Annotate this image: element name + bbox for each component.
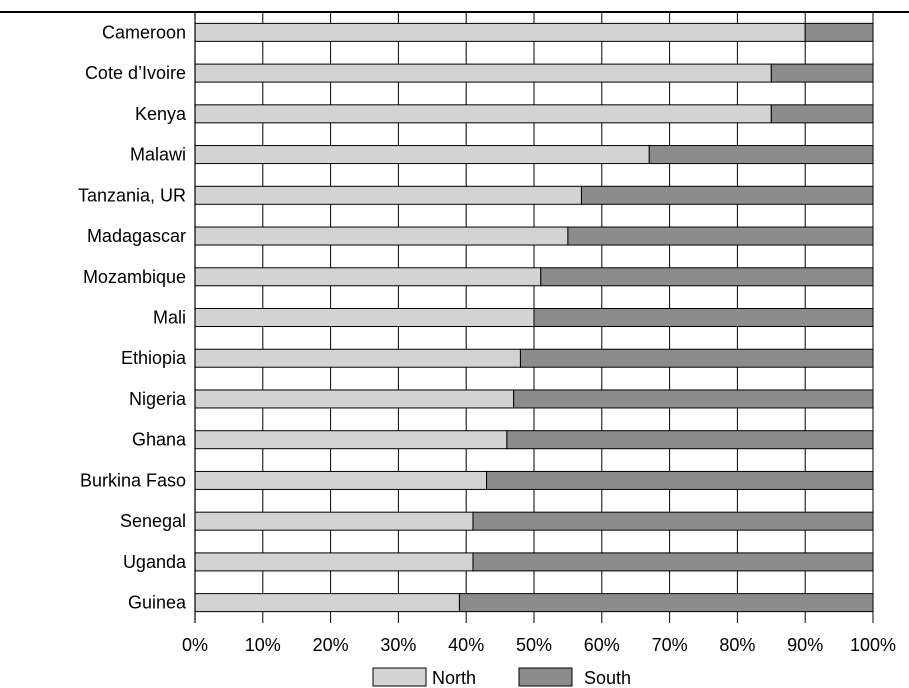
category-label: Uganda [123,552,187,572]
bar-south-8 [519,348,874,368]
bar-south-5 [567,226,874,246]
bar-south-0 [804,22,874,42]
bar-north-0 [194,22,806,42]
legend-swatch-south [518,667,573,687]
x-tick-label: 0% [182,635,208,655]
bar-north-12 [194,511,474,531]
x-tick-label: 70% [652,635,688,655]
legend-swatch-north [372,667,427,687]
bar-north-5 [194,226,569,246]
bar-north-7 [194,308,535,327]
x-tick-label: 100% [850,635,896,655]
x-tick-label: 40% [448,635,484,655]
category-label: Tanzania, UR [78,185,186,205]
bar-south-9 [513,389,874,409]
bar-south-4 [580,185,874,205]
category-label: Mali [153,308,186,328]
x-tick-label: 20% [313,635,349,655]
bar-north-2 [194,104,772,124]
bar-north-14 [194,593,460,613]
category-labels: Cameroon Cote d’Ivoire Kenya Malawi Tanzania… [78,22,187,612]
bar-south-14 [458,593,874,613]
bar-north-8 [194,348,521,368]
bars [194,22,874,613]
category-label: Burkina Faso [80,470,186,490]
x-tick-label: 10% [245,635,281,655]
bar-north-9 [194,389,515,409]
category-label: Guinea [128,593,187,613]
x-tick-label: 30% [380,635,416,655]
bar-south-2 [770,104,874,124]
x-tick-label: 80% [719,635,755,655]
bar-north-11 [194,470,488,490]
category-label: Malawi [130,145,186,165]
bar-north-1 [194,63,772,83]
bar-south-11 [486,470,874,490]
x-tick-label: 90% [787,635,823,655]
x-tick-label: 50% [516,635,552,655]
bar-north-3 [194,145,650,165]
category-label: Mozambique [83,267,186,287]
category-label: Ghana [132,430,187,450]
bar-south-13 [472,552,874,572]
bar-north-6 [194,267,542,287]
category-label: Cote d’Ivoire [85,63,186,83]
x-tick-labels: 0% 10% 20% 30% 40% 50% 60% 70% 80% 90% 100% [182,635,896,655]
bar-north-13 [194,552,474,572]
bar-south-7 [533,308,874,327]
legend: North South [372,667,631,688]
bar-south-12 [472,511,874,531]
bar-south-1 [770,63,874,83]
category-label: Kenya [135,104,187,124]
bar-south-3 [648,145,874,165]
bar-north-10 [194,430,508,450]
bar-south-10 [506,430,874,450]
bar-south-6 [540,267,874,287]
x-tick-label: 60% [584,635,620,655]
category-label: Cameroon [102,22,186,42]
category-label: Madagascar [87,226,186,246]
category-label: Nigeria [129,389,187,409]
legend-label-south: South [584,668,631,688]
category-label: Senegal [120,511,186,531]
category-label: Ethiopia [121,348,187,368]
legend-label-north: North [432,668,476,688]
bar-north-4 [194,185,582,205]
